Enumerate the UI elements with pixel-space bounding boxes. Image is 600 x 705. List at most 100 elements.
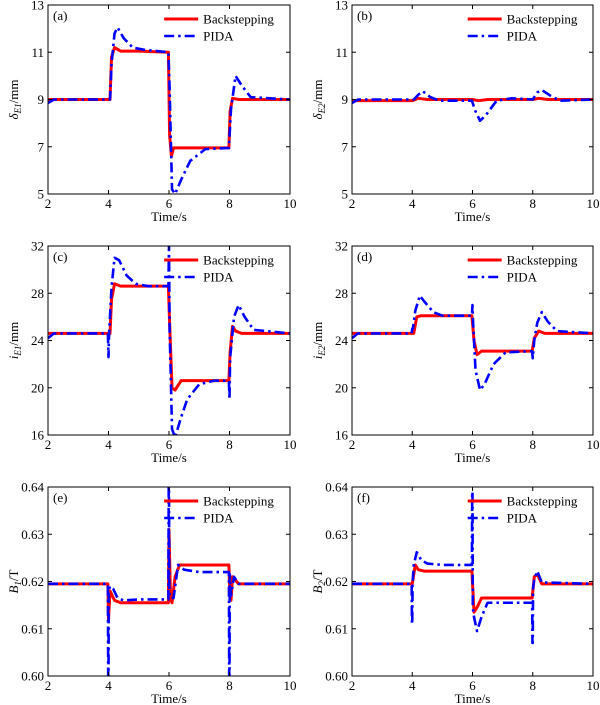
series-line-pida bbox=[352, 294, 593, 392]
x-axis-title: Time/s bbox=[455, 691, 491, 705]
x-tick-label: 6 bbox=[166, 196, 173, 211]
y-tick-label: 16 bbox=[31, 428, 45, 443]
y-tick-label: 13 bbox=[335, 0, 348, 13]
series-line-backstepping bbox=[352, 96, 593, 103]
y-tick-label: 32 bbox=[31, 239, 44, 254]
panel-label: (c) bbox=[53, 249, 67, 264]
x-tick-label: 2 bbox=[45, 437, 52, 452]
x-tick-label: 4 bbox=[409, 437, 416, 452]
y-tick-label: 9 bbox=[342, 92, 349, 107]
x-tick-label: 4 bbox=[409, 678, 416, 693]
x-axis-title: Time/s bbox=[455, 209, 491, 224]
y-axis-title: B1/T bbox=[6, 569, 23, 593]
y-axis-subscript: 1 bbox=[13, 581, 23, 586]
legend-label-backstepping: Backstepping bbox=[203, 12, 274, 27]
legend-label-backstepping: Backstepping bbox=[203, 253, 274, 268]
y-axis-subscript: E2 bbox=[317, 103, 327, 114]
y-axis-unit: /T bbox=[6, 569, 21, 581]
y-tick-label: 0.64 bbox=[325, 480, 348, 495]
x-tick-label: 6 bbox=[166, 437, 173, 452]
x-axis-title: Time/s bbox=[151, 209, 187, 224]
x-tick-label: 8 bbox=[530, 437, 537, 452]
series-line-backstepping bbox=[352, 563, 593, 614]
x-tick-label: 10 bbox=[284, 196, 297, 211]
x-tick-label: 2 bbox=[349, 196, 356, 211]
y-axis-subscript: 2 bbox=[317, 581, 327, 586]
series-line-pida bbox=[48, 487, 290, 676]
y-axis-title: iE2/mm bbox=[310, 322, 327, 359]
series-line-pida bbox=[48, 26, 290, 194]
y-tick-label: 0.61 bbox=[21, 621, 44, 636]
y-tick-label: 0.60 bbox=[21, 669, 44, 684]
y-tick-label: 0.63 bbox=[325, 527, 348, 542]
series-line-backstepping bbox=[352, 314, 593, 357]
panel-label: (a) bbox=[53, 8, 67, 23]
panel-label: (d) bbox=[357, 249, 372, 264]
legend-label-pida: PIDA bbox=[507, 29, 538, 44]
y-tick-label: 24 bbox=[31, 333, 45, 348]
legend-label-pida: PIDA bbox=[203, 511, 234, 526]
y-tick-label: 13 bbox=[31, 0, 44, 13]
legend-label-backstepping: Backstepping bbox=[507, 12, 578, 27]
y-axis-subscript: E1 bbox=[13, 103, 23, 114]
x-tick-label: 10 bbox=[587, 196, 600, 211]
y-axis-symbol: B bbox=[6, 586, 21, 594]
x-tick-label: 10 bbox=[587, 678, 600, 693]
legend-label-backstepping: Backstepping bbox=[507, 494, 578, 509]
y-axis-unit: /mm bbox=[6, 322, 21, 346]
x-tick-label: 10 bbox=[587, 437, 600, 452]
y-axis-symbol: B bbox=[310, 586, 325, 594]
legend-label-pida: PIDA bbox=[507, 511, 538, 526]
legend-label-backstepping: Backstepping bbox=[203, 494, 274, 509]
y-axis-subscript: E1 bbox=[13, 346, 23, 357]
y-tick-label: 7 bbox=[342, 139, 349, 154]
x-tick-label: 8 bbox=[226, 437, 233, 452]
panel-label: (f) bbox=[357, 490, 370, 505]
x-tick-label: 8 bbox=[530, 196, 537, 211]
y-axis-unit: /T bbox=[310, 569, 325, 581]
x-tick-label: 2 bbox=[45, 196, 52, 211]
y-tick-label: 28 bbox=[335, 286, 348, 301]
x-axis-title: Time/s bbox=[151, 691, 187, 705]
series-line-pida bbox=[352, 88, 593, 123]
y-tick-label: 7 bbox=[38, 139, 45, 154]
x-tick-label: 2 bbox=[349, 437, 356, 452]
y-tick-label: 0.61 bbox=[325, 621, 348, 636]
y-tick-label: 9 bbox=[38, 92, 45, 107]
y-tick-label: 32 bbox=[335, 239, 348, 254]
x-tick-label: 10 bbox=[284, 437, 297, 452]
y-tick-label: 0.64 bbox=[21, 480, 44, 495]
x-tick-label: 4 bbox=[409, 196, 416, 211]
y-tick-label: 11 bbox=[31, 45, 44, 60]
legend-label-pida: PIDA bbox=[203, 270, 234, 285]
x-axis-title: Time/s bbox=[455, 450, 491, 465]
y-axis-title: δE1/mm bbox=[6, 80, 23, 120]
y-axis-title: δE2/mm bbox=[310, 80, 327, 120]
series-line-pida bbox=[352, 490, 593, 645]
y-tick-label: 28 bbox=[31, 286, 44, 301]
plot-frame bbox=[351, 245, 594, 436]
panel-label: (e) bbox=[53, 490, 67, 505]
y-tick-label: 0.63 bbox=[21, 527, 44, 542]
y-axis-title: B2/T bbox=[310, 569, 327, 593]
y-axis-symbol: i bbox=[6, 355, 21, 359]
y-axis-unit: /mm bbox=[310, 322, 325, 346]
y-tick-label: 5 bbox=[38, 187, 45, 202]
y-tick-label: 11 bbox=[335, 45, 348, 60]
x-tick-label: 6 bbox=[166, 678, 173, 693]
x-tick-label: 6 bbox=[469, 196, 476, 211]
y-tick-label: 5 bbox=[342, 187, 349, 202]
panel-label: (b) bbox=[357, 8, 372, 23]
chart-panel: 2 4 6 8 10 5 7 9 11 13 Time/s δE1/mm (a) Backstepping… bbox=[6, 0, 297, 224]
legend-label-backstepping: Backstepping bbox=[507, 253, 578, 268]
legend-label-pida: PIDA bbox=[203, 29, 234, 44]
y-axis-unit: /mm bbox=[6, 80, 21, 104]
series-line-pida bbox=[48, 246, 290, 435]
x-tick-label: 4 bbox=[105, 437, 112, 452]
y-tick-label: 20 bbox=[31, 380, 44, 395]
x-tick-label: 8 bbox=[530, 678, 537, 693]
